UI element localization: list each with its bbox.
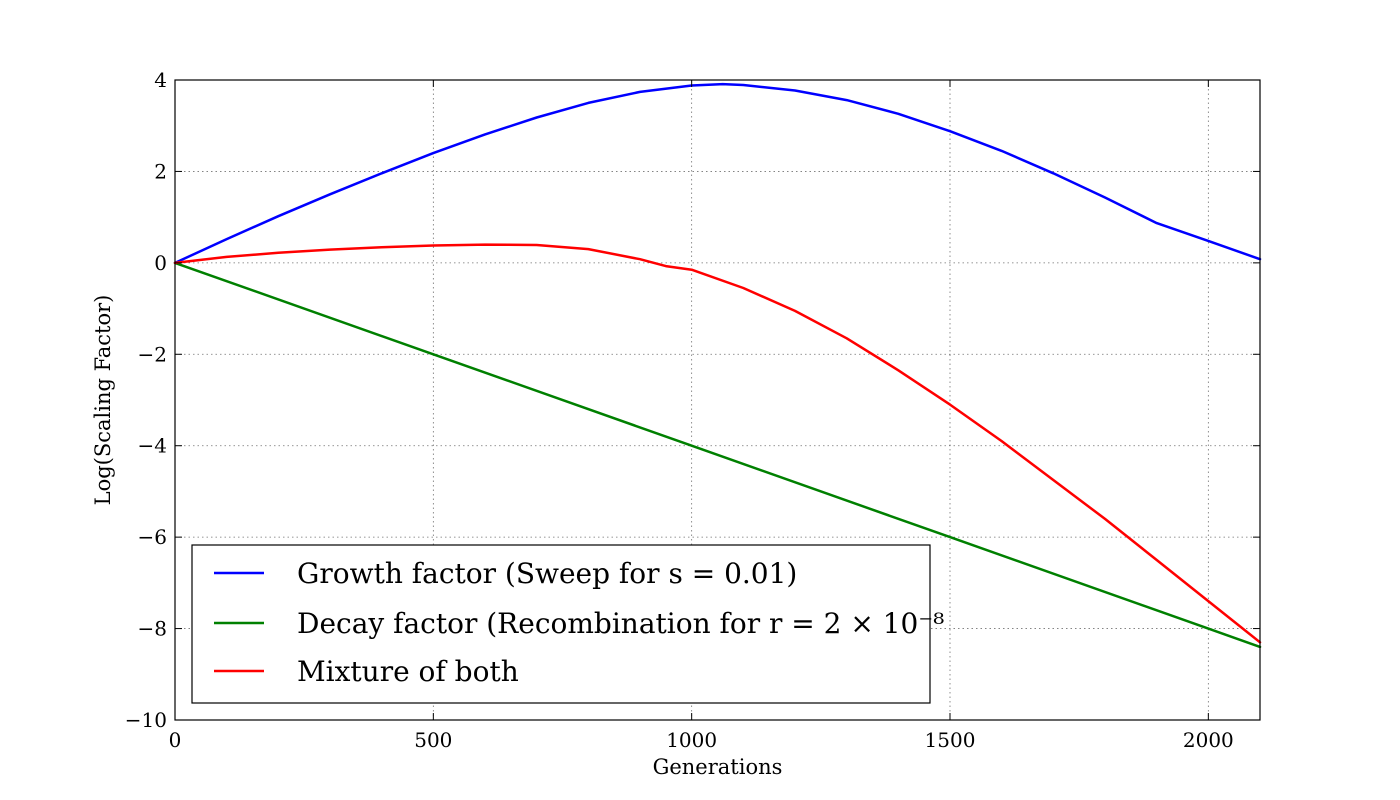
legend-items: Growth factor (Sweep for s = 0.01) Decay … (214, 557, 944, 688)
x-tick-label: 0 (169, 728, 182, 752)
x-tick-label: 2000 (1183, 728, 1234, 752)
legend-label-2: Decay factor (Recombination for r = 2 × … (297, 607, 944, 640)
series-line-3 (173, 243, 1262, 644)
y-axis-label: Log(Scaling Factor) (91, 295, 115, 506)
y-tick-label: 0 (154, 251, 167, 275)
series-lines (173, 82, 1262, 649)
x-tick-label: 500 (414, 728, 452, 752)
y-tick-label: 4 (154, 68, 167, 92)
plot-frame (174, 79, 1261, 721)
y-tick-label: −6 (138, 525, 167, 549)
series-line-2 (173, 261, 1262, 649)
y-tick-label: −8 (138, 617, 167, 641)
legend-label-3: Mixture of both (297, 655, 519, 688)
series-line-1 (173, 82, 1262, 265)
x-tick-label: 1000 (666, 728, 717, 752)
y-tick-label: 2 (154, 159, 167, 183)
y-tick-label: −2 (138, 342, 167, 366)
legend-box (191, 544, 931, 704)
x-tick-label: 1500 (925, 728, 976, 752)
legend: Growth factor (Sweep for s = 0.01) Decay … (191, 544, 944, 704)
legend-label-1: Growth factor (Sweep for s = 0.01) (297, 557, 797, 590)
y-tick-label: −4 (138, 434, 167, 458)
x-axis-label: Generations (653, 755, 783, 779)
axis-ticks: 0 500 1000 1500 2000 4 2 0 −2 −4 −6 −8 −10 (125, 68, 1260, 752)
y-tick-label: −10 (125, 708, 167, 732)
